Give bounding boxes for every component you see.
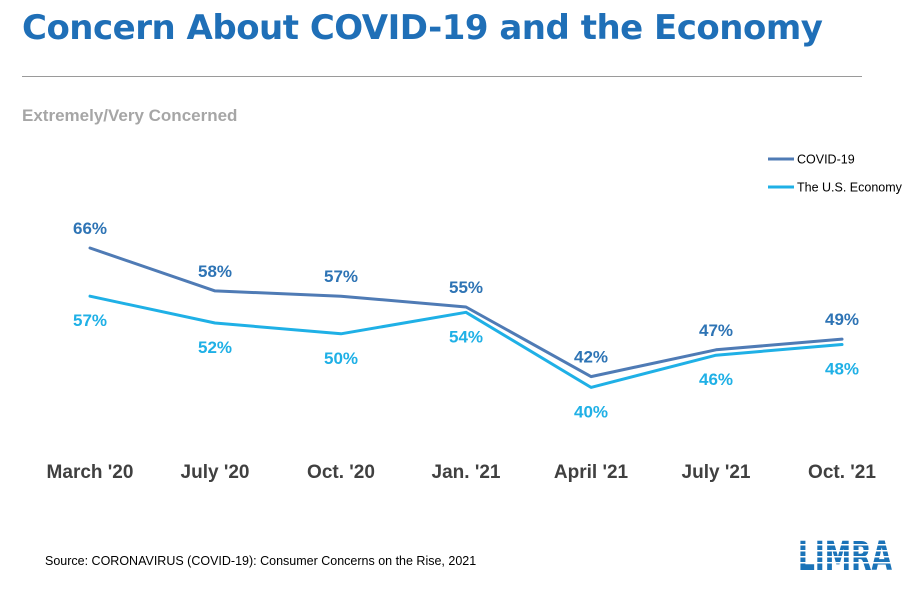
legend-label-covid: COVID-19 <box>797 153 855 167</box>
data-label: 57% <box>73 311 107 330</box>
x-tick-label: April '21 <box>554 462 629 483</box>
x-tick-label: Jan. '21 <box>432 462 501 483</box>
data-label: 48% <box>825 360 859 379</box>
page-title: Concern About COVID-19 and the Economy <box>22 8 823 48</box>
x-tick-label: July '21 <box>682 462 751 483</box>
x-tick-label: Oct. '20 <box>307 462 375 483</box>
data-label: 46% <box>699 370 733 389</box>
data-label: 52% <box>198 338 232 357</box>
limra-logo: LIMRA <box>798 530 894 581</box>
x-tick-label: July '20 <box>181 462 250 483</box>
legend-label-economy: The U.S. Economy <box>797 181 903 195</box>
data-label: 54% <box>449 327 483 346</box>
data-label: 40% <box>574 402 608 421</box>
chart-subtitle: Extremely/Very Concerned <box>22 106 238 125</box>
data-label: 49% <box>825 310 859 329</box>
series-line-covid <box>88 246 844 379</box>
series-line-economy <box>88 294 844 389</box>
title-divider <box>22 76 862 77</box>
data-label: 42% <box>574 348 608 367</box>
data-label: 66% <box>73 219 107 238</box>
data-label: 58% <box>198 262 232 281</box>
data-label: 47% <box>699 321 733 340</box>
svg-text:LIMRA: LIMRA <box>798 534 892 576</box>
data-label: 55% <box>449 278 483 297</box>
source-note: Source: CORONAVIRUS (COVID-19): Consumer… <box>45 554 477 568</box>
x-tick-label: Oct. '21 <box>808 462 876 483</box>
x-tick-label: March '20 <box>47 462 134 483</box>
data-label: 50% <box>324 349 358 368</box>
data-label: 57% <box>324 267 358 286</box>
